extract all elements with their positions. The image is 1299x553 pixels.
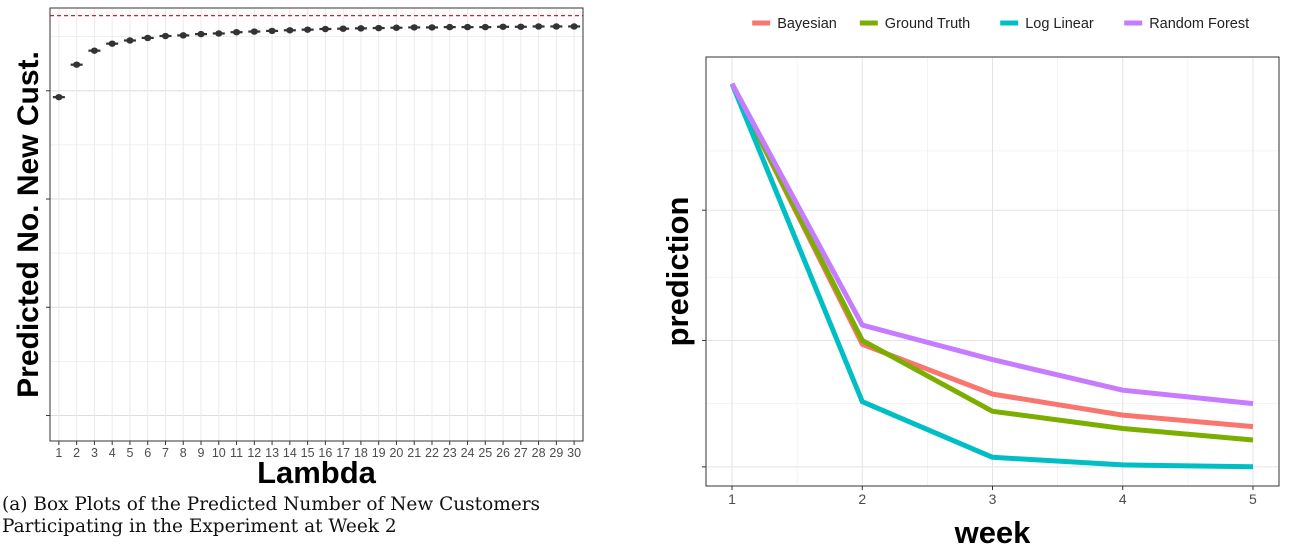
legend-label: Ground Truth	[885, 16, 970, 32]
x-tick-label: 10	[212, 446, 226, 460]
box-point	[534, 23, 543, 30]
legend-label: Bayesian	[777, 16, 837, 32]
x-tick-label: 21	[407, 446, 421, 460]
box-point	[321, 25, 329, 33]
box-point	[552, 23, 560, 30]
x-tick-label: 25	[478, 446, 492, 460]
x-tick-label: 15	[301, 446, 315, 460]
x-tick-label: 2	[858, 491, 866, 507]
box-point	[108, 40, 116, 47]
box-point	[250, 28, 258, 35]
x-tick-label: 6	[144, 446, 151, 460]
x-tick-label: 5	[126, 446, 133, 460]
x-tick-label: 17	[336, 446, 350, 460]
x-tick-label: 7	[162, 446, 169, 460]
x-tick-label: 13	[265, 446, 279, 460]
box-point	[357, 25, 365, 32]
x-tick-label: 18	[354, 446, 368, 460]
box-point	[55, 93, 63, 101]
x-tick-label: 8	[180, 446, 187, 460]
x-tick-label: 9	[198, 446, 205, 460]
box-point	[73, 61, 81, 68]
box-point	[481, 23, 489, 31]
box-plot-chart: 1 2 3 4 5 6 7 8 9 10 11 12 13 14 15 16 17 18 19 20 21 22 23 24 2…	[12, 7, 584, 490]
legend-label: Random Forest	[1149, 16, 1249, 32]
x-tick-label: 30	[567, 446, 581, 460]
x-tick-label: 28	[532, 446, 546, 460]
box-point	[463, 23, 472, 31]
box-point	[375, 24, 383, 32]
series-line-log-linear	[729, 82, 1254, 470]
box-point	[410, 24, 418, 31]
box-point	[304, 26, 312, 33]
box-point	[232, 28, 241, 36]
x-tick-label: 5	[1249, 491, 1257, 507]
line-chart: 1 2 3 4 5 Bayesian Ground Truth Log Linear Rando…	[660, 16, 1280, 550]
right-panel: 1 2 3 4 5 Bayesian Ground Truth Log Linear Rando…	[640, 0, 1299, 550]
x-tick-label: 24	[461, 446, 475, 460]
x-tick-label: 1	[728, 491, 736, 507]
box-point	[197, 30, 205, 38]
panel-border	[705, 56, 1280, 487]
legend-label: Log Linear	[1025, 16, 1094, 32]
x-tick-label: 14	[283, 446, 297, 460]
x-tick-label: 23	[443, 446, 457, 460]
x-tick-label: 19	[372, 446, 386, 460]
box-point	[517, 23, 525, 30]
plot-background	[50, 8, 583, 441]
x-tick-label: 27	[514, 446, 528, 460]
series-line-random-forest	[729, 82, 1254, 407]
x-tick-label: 26	[496, 446, 510, 460]
box-point	[179, 32, 187, 39]
box-point	[570, 23, 578, 30]
box-point	[161, 32, 170, 40]
box-point	[215, 30, 223, 37]
x-tick-label: 2	[73, 446, 80, 460]
box-point	[392, 24, 401, 31]
box-point	[144, 34, 152, 42]
x-tick-label: 29	[549, 446, 563, 460]
box-point	[90, 47, 99, 54]
left-panel: 1 2 3 4 5 6 7 8 9 10 11 12 13 14 15 16 17 18 19 20 21 22 23 24 2…	[0, 0, 600, 548]
x-tick-label: 16	[318, 446, 332, 460]
x-tick-label: 11	[230, 446, 243, 460]
x-tick-label: 3	[91, 446, 98, 460]
x-tick-label: 20	[389, 446, 403, 460]
box-point	[286, 27, 294, 34]
x-tick-label: 4	[109, 446, 116, 460]
x-axis-title: Lambda	[257, 455, 377, 490]
box-point	[499, 23, 507, 30]
x-tick-label: 1	[55, 446, 62, 460]
panel-border	[49, 7, 584, 442]
box-point	[126, 37, 134, 44]
y-axis-title: Predicted No. New Cust.	[12, 51, 45, 398]
x-tick-label: 3	[989, 491, 997, 507]
box-point	[428, 24, 436, 31]
box-point	[339, 25, 347, 32]
box-point	[446, 23, 454, 31]
x-axis-title: week	[954, 515, 1032, 548]
x-tick-label: 12	[247, 446, 261, 460]
figure-caption: (a) Box Plots of the Predicted Number of…	[2, 494, 541, 537]
box-point	[268, 27, 276, 35]
y-axis-title: prediction	[660, 197, 695, 347]
x-tick-label: 4	[1119, 491, 1127, 507]
series-line-ground-truth	[729, 82, 1254, 443]
x-tick-label: 22	[425, 446, 439, 460]
